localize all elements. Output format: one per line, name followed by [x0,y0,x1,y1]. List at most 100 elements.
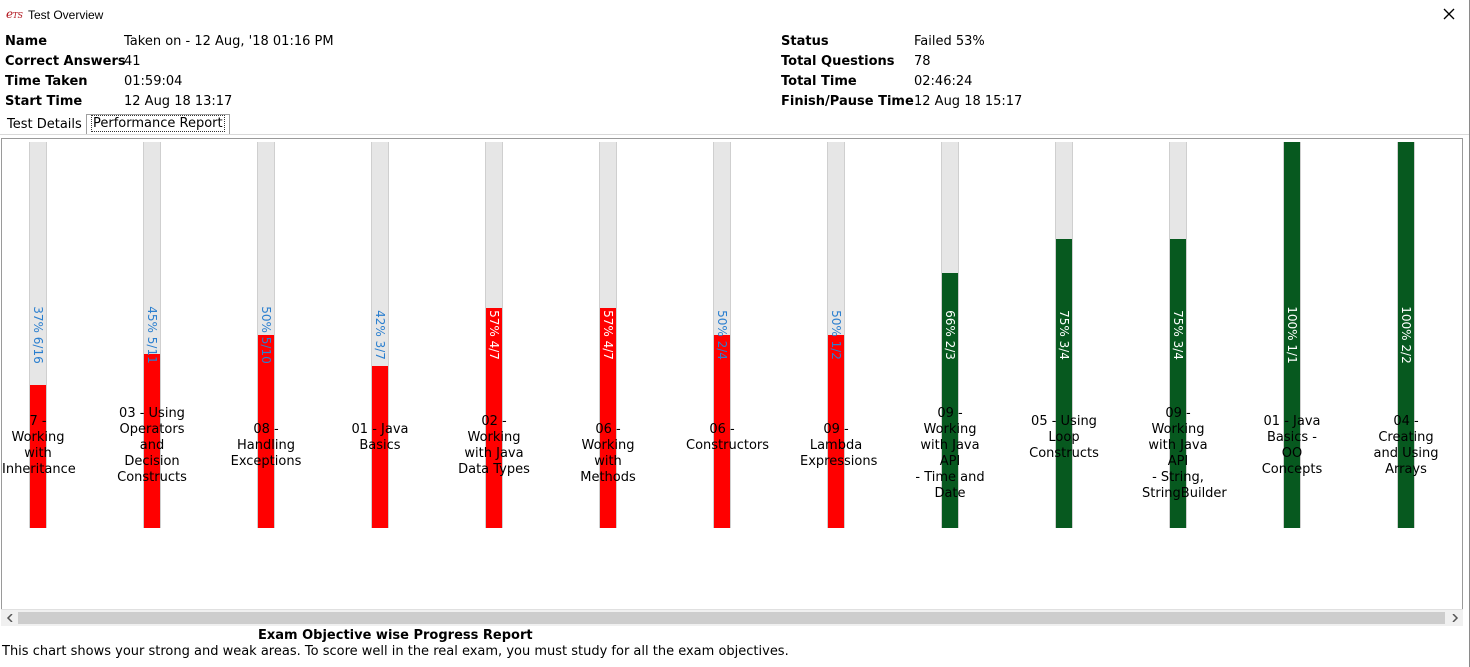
bar-track: 57% 4/7 [485,142,503,528]
info-label: Name [5,34,48,49]
bar-track: 50% 1/2 [827,142,845,528]
bar-track: 42% 3/7 [371,142,389,528]
category-label: 09 - Working with Java API - Time and Date [914,406,986,502]
bar-value-label: 75% 3/4 [1171,310,1185,360]
category-label-line: 01 - Java [1263,414,1321,429]
bar [828,335,844,528]
panel-edge [1464,138,1469,625]
info-value: Failed 53% [914,34,985,49]
tab-label: Performance Report [91,115,225,132]
info-value: 01:59:04 [124,74,183,89]
category-label-line: Date [934,486,966,501]
category-label-line: 01 - Java [351,422,409,437]
info-value: 78 [914,54,931,69]
chevron-left-icon [6,614,13,622]
report-description: This chart shows your strong and weak ar… [2,644,789,659]
category-label: 01 - Java Basics [344,422,416,454]
info-value: 41 [124,54,141,69]
category-label-line: with [24,446,52,461]
bar-column: 100% 2/2 04 - Creating and Using Arrays [1370,139,1462,609]
bar-value-label: 75% 3/4 [1057,310,1071,360]
bar-track: 57% 4/7 [599,142,617,528]
bar-value-label: 100% 1/1 [1285,306,1299,364]
info-label: Correct Answers [5,54,126,69]
tab-performance-report[interactable]: Performance Report [86,114,230,134]
horizontal-scrollbar[interactable] [1,609,1463,626]
bar-value-label: 50% 2/4 [715,310,729,360]
bar-column: 37% 6/16 7 - Working with Inheritance [2,139,116,609]
category-label-line: 05 - Using [1031,414,1097,429]
bar [1284,142,1300,528]
category-label-line: StringBuilder [1142,486,1227,501]
category-label-line: Loop [1048,430,1080,445]
bar [1398,142,1414,528]
category-label-line: with Java API [1148,438,1208,469]
performance-bar-chart: 37% 6/16 7 - Working with Inheritance 45% 5/… [2,139,1462,609]
bar [1056,238,1072,528]
info-value: 12 Aug 18 15:17 [914,94,1023,109]
category-label: 06 - Constructors [686,422,770,454]
bar-track: 50% 2/4 [713,142,731,528]
bar [30,385,46,528]
scroll-right-button[interactable] [1446,610,1463,626]
category-label-line: Constructs [1029,446,1099,461]
category-label: 03 - Using Operators and Decision Construct… [116,406,188,486]
category-label: 05 - Using Loop Constructs [1028,414,1100,462]
bar-column: 57% 4/7 06 - Working with Methods [572,139,686,609]
category-label-line: with Java API [920,438,980,469]
tab-test-details[interactable]: Test Details [7,117,82,132]
category-label-line: - Time and [915,470,985,485]
category-label-line: - String, [1152,470,1204,485]
info-value: 12 Aug 18 13:17 [124,94,233,109]
close-button[interactable] [1439,4,1459,24]
category-label-line: 09 - Working [1151,406,1205,437]
category-label-line: 03 - Using [119,406,185,421]
info-label: Start Time [5,94,83,109]
category-label-line: Basics - OO [1266,430,1317,461]
bar-track: 75% 3/4 [1055,142,1073,528]
category-label-line: Arrays [1385,462,1427,477]
category-label: 01 - Java Basics - OO Concepts [1256,414,1328,478]
scroll-left-button[interactable] [1,610,18,626]
bar-track: 100% 2/2 [1397,142,1415,528]
category-label-line: 06 - [709,422,735,437]
close-icon [1443,8,1455,20]
category-label: 08 - Handling Exceptions [230,422,302,470]
info-label: Status [781,34,829,49]
window-title: Test Overview [28,8,104,22]
info-value: Taken on - 12 Aug, '18 01:16 PM [124,34,334,49]
category-label-line: 06 - Working [581,422,635,453]
bar-column: 50% 5/10 08 - Handling Exceptions [230,139,344,609]
category-label-line: Operators [119,422,185,437]
bar-track: 66% 2/3 [941,142,959,528]
info-label: Time Taken [5,74,88,89]
category-label-line: with Methods [580,454,636,485]
bar [1170,238,1186,528]
category-label-line: 04 - Creating [1378,414,1434,445]
category-label-line: Inheritance [2,462,76,477]
bar-column: 75% 3/4 09 - Working with Java API - String… [1142,139,1256,609]
bar-value-label: 42% 3/7 [373,310,387,360]
bar-value-label: 100% 2/2 [1399,306,1413,364]
bar [714,335,730,528]
category-label-line: Constructors [686,438,770,453]
category-label-line: Constructs [117,470,187,485]
bar-track: 50% 5/10 [257,142,275,528]
category-label: 7 - Working with Inheritance [2,414,76,478]
category-label-line: Basics [359,438,401,453]
category-label-line: Exceptions [230,454,302,469]
category-label: 04 - Creating and Using Arrays [1370,414,1442,478]
bar-column: 57% 4/7 02 - Working with Java Data Types [458,139,572,609]
category-label-line: 09 - Lambda [809,422,863,453]
bar-value-label: 66% 2/3 [943,310,957,360]
title-bar[interactable]: eTS Test Overview [0,0,1469,30]
bar-column: 100% 1/1 01 - Java Basics - OO Concepts [1256,139,1370,609]
info-label: Finish/Pause Time [781,94,914,109]
scroll-thumb[interactable] [18,612,1445,624]
category-label-line: 7 - Working [11,414,65,445]
category-label-line: 09 - Working [923,406,977,437]
bar [258,335,274,528]
bar-track: 75% 3/4 [1169,142,1187,528]
category-label-line: Expressions [800,454,878,469]
